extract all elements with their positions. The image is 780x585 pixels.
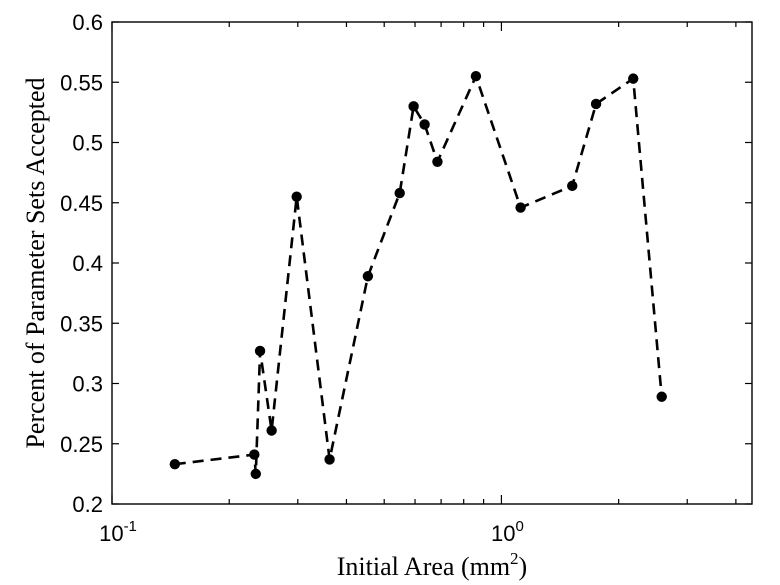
y-tick-label: 0.2 bbox=[72, 492, 103, 517]
data-point bbox=[408, 101, 419, 112]
data-point bbox=[470, 71, 482, 82]
y-tick-label: 0.35 bbox=[60, 311, 103, 336]
data-point bbox=[419, 119, 430, 130]
data-point bbox=[515, 202, 526, 213]
data-point bbox=[266, 425, 277, 436]
x-tick-label-exp: -1 bbox=[124, 518, 137, 535]
data-point bbox=[254, 345, 266, 357]
data-point bbox=[394, 187, 405, 199]
data-point bbox=[362, 271, 374, 282]
y-axis: 0.2 0.25 0.3 0.35 0.4 0.45 0.5 0.55 0.6 bbox=[60, 10, 752, 517]
x-axis-title-end: ) bbox=[519, 552, 528, 581]
data-points bbox=[169, 71, 667, 480]
y-tick-label: 0.5 bbox=[72, 131, 103, 156]
x-tick-label-base: 10 bbox=[99, 521, 123, 546]
series-line bbox=[174, 72, 663, 475]
y-tick-label: 0.45 bbox=[60, 191, 103, 216]
x-axis-title-sup: 2 bbox=[510, 549, 519, 568]
data-point bbox=[590, 98, 602, 110]
data-point bbox=[249, 449, 260, 460]
y-tick-label: 0.4 bbox=[72, 251, 103, 276]
x-tick-label: 100 bbox=[491, 518, 524, 546]
y-tick-label: 0.25 bbox=[60, 432, 103, 457]
y-tick-label: 0.3 bbox=[72, 372, 103, 397]
data-point bbox=[432, 156, 443, 167]
data-point bbox=[324, 454, 335, 465]
data-point bbox=[169, 459, 181, 470]
y-tick-label: 0.55 bbox=[60, 70, 103, 95]
data-point bbox=[567, 180, 578, 192]
y-tick-label: 0.6 bbox=[72, 10, 103, 35]
data-point bbox=[250, 468, 261, 480]
y-axis-title: Percent of Parameter Sets Accepted bbox=[21, 77, 50, 448]
x-tick-label: 10-1 bbox=[99, 518, 137, 546]
x-axis-title: Initial Area (mm2) bbox=[337, 549, 527, 581]
x-tick-label-exp: 0 bbox=[515, 518, 523, 535]
plot-frame bbox=[111, 21, 753, 505]
data-point bbox=[628, 73, 639, 84]
data-point bbox=[291, 191, 302, 202]
x-tick-label-base: 10 bbox=[491, 521, 515, 546]
data-point bbox=[656, 391, 667, 402]
x-axis: 10-1 100 bbox=[99, 22, 737, 546]
x-axis-title-main: Initial Area (mm bbox=[337, 552, 510, 581]
